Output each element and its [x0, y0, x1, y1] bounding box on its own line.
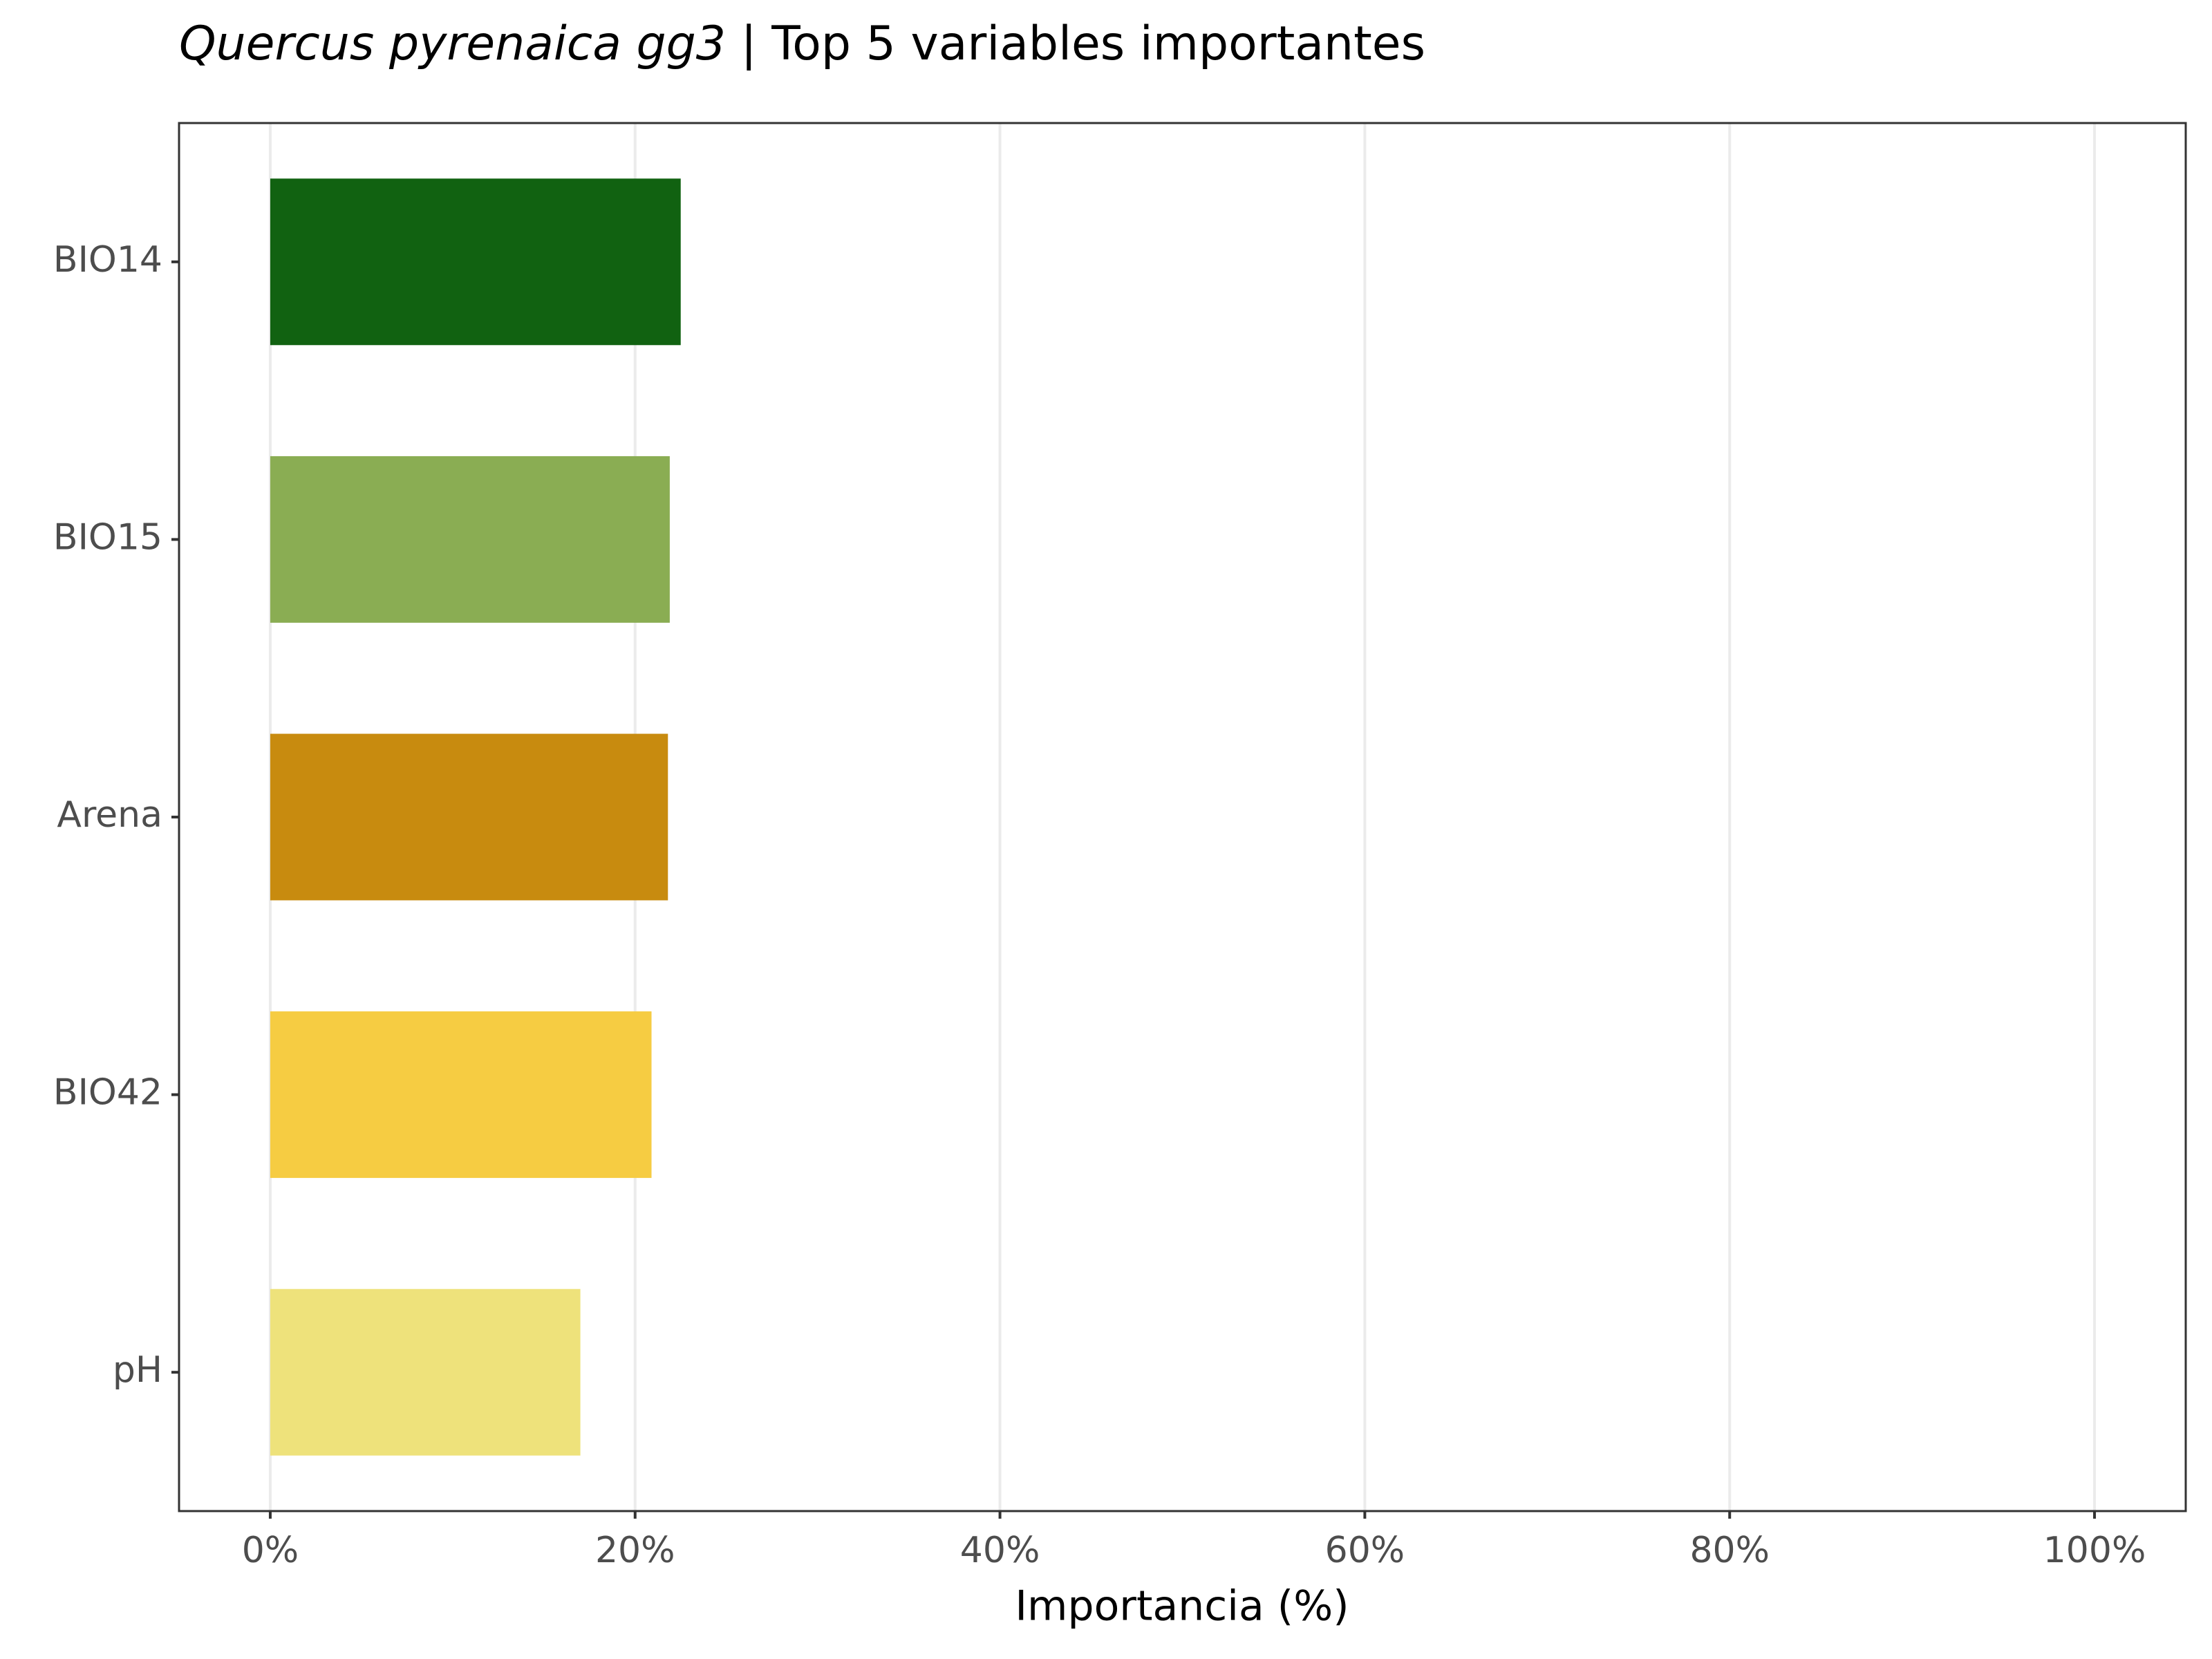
bar [270, 1288, 581, 1456]
x-tick-label: 0% [242, 1530, 299, 1571]
x-tick-label: 80% [1689, 1530, 1770, 1571]
panel-border [178, 122, 2187, 1512]
x-tick-label: 60% [1325, 1530, 1405, 1571]
y-tick-label: BIO14 [53, 239, 162, 281]
title-text: | Top 5 variables importantes [741, 17, 1425, 71]
x-axis-title: Importancia (%) [1015, 1582, 1349, 1631]
bar [270, 178, 681, 346]
x-tick-label: 100% [2043, 1530, 2146, 1571]
y-tick-label: pH [113, 1349, 162, 1391]
y-tick-label: BIO42 [53, 1072, 162, 1114]
chart-title: Quercus pyrenaica gg3 | Top 5 variables … [179, 17, 1425, 71]
x-tick-label: 20% [595, 1530, 675, 1571]
title-species: Quercus pyrenaica gg3 [179, 17, 726, 71]
bar [270, 456, 670, 623]
bar [270, 733, 668, 901]
x-tick-label: 40% [960, 1530, 1040, 1571]
bar [270, 1011, 652, 1179]
y-tick-label: BIO15 [53, 516, 162, 558]
y-tick-label: Arena [57, 794, 162, 836]
